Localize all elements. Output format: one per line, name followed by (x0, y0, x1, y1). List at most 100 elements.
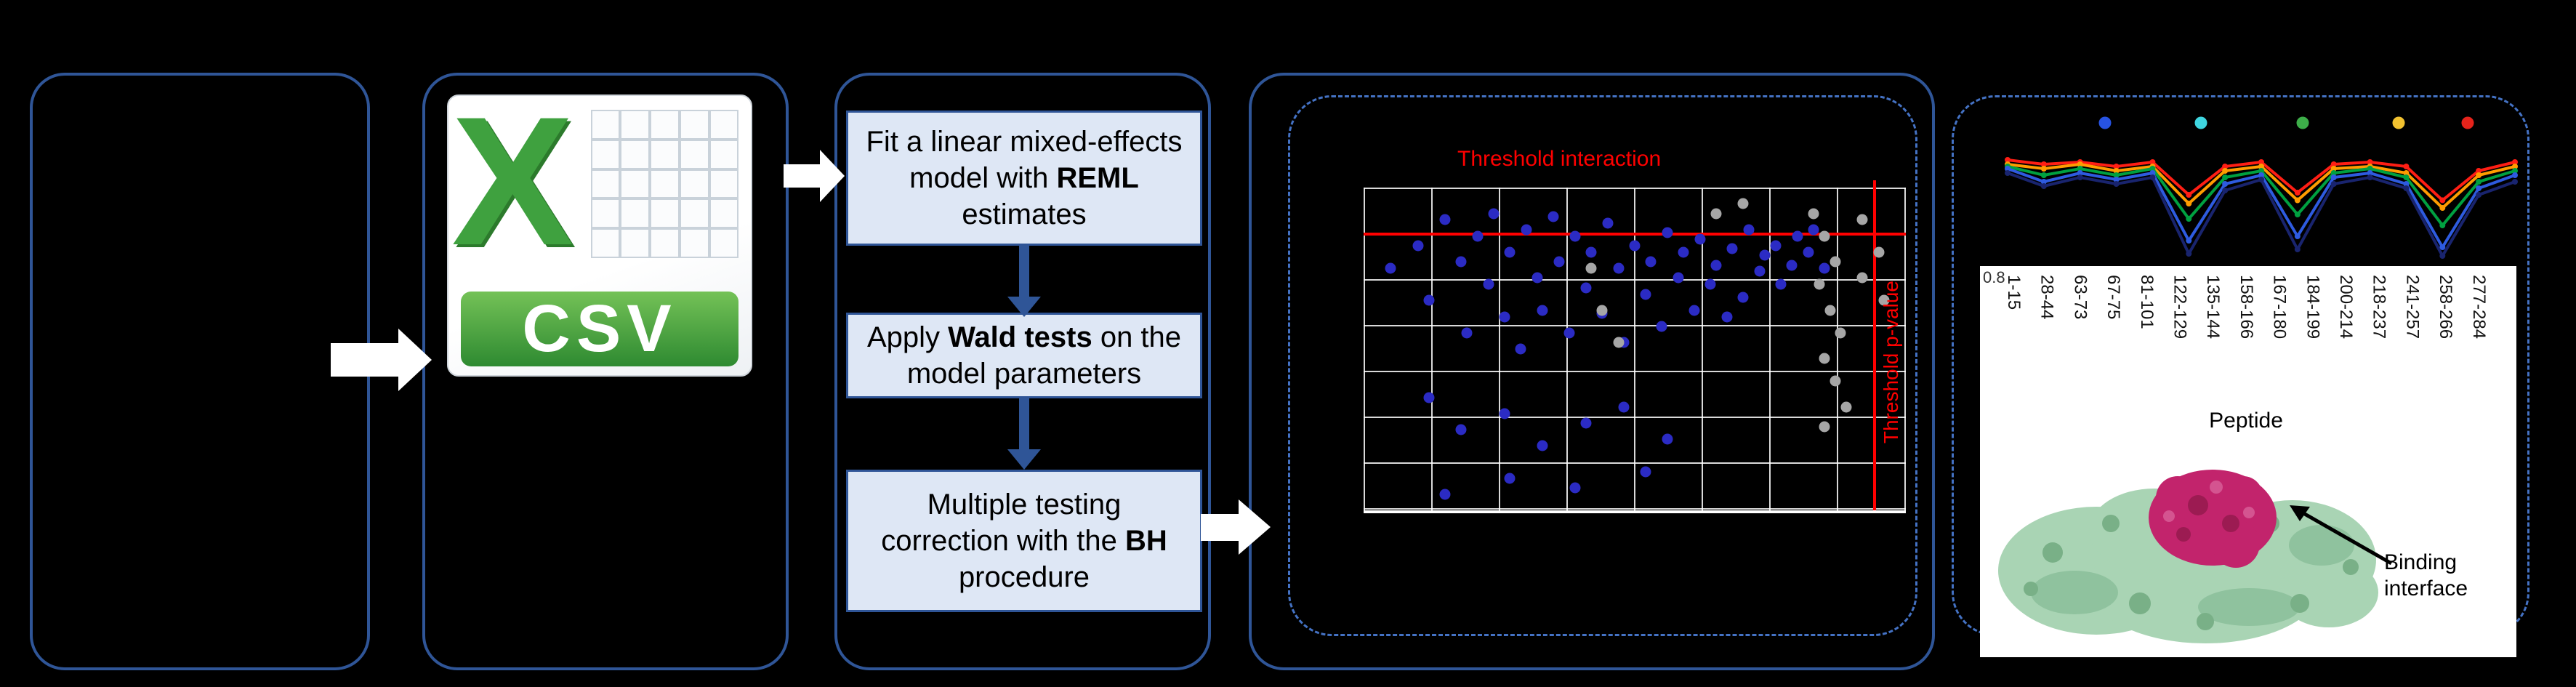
step-text: Fit a linear mixed-effects model with RE… (866, 126, 1183, 230)
series-point (2258, 159, 2264, 165)
significant-point (1412, 240, 1424, 252)
series-point (2077, 166, 2083, 172)
non-significant-point (1856, 272, 1868, 284)
non-significant-point (1835, 327, 1846, 339)
spreadsheet-grid (590, 110, 739, 258)
significant-point (1455, 424, 1467, 435)
y-axis-tick: 0.8 (1983, 268, 2005, 286)
significant-point (1569, 230, 1581, 242)
series-point (2476, 185, 2482, 191)
significant-point (1385, 262, 1396, 274)
series-point (2367, 166, 2373, 172)
grid-cell (650, 198, 680, 228)
pipeline-step-wald: Apply Wald tests on the model parameters (846, 313, 1202, 398)
series-point (2476, 192, 2482, 198)
condition-marker (2461, 116, 2474, 129)
step-text: Multiple testing correction with the BH … (881, 489, 1167, 593)
non-significant-point (1830, 256, 1841, 268)
series-point (2186, 216, 2192, 222)
series-point (2149, 159, 2156, 165)
significant-point (1694, 233, 1706, 245)
pipeline-step-bh: Multiple testing correction with the BH … (846, 470, 1202, 612)
series-point (2439, 205, 2446, 211)
protein-structure-image (1998, 470, 2378, 643)
significant-point (1585, 246, 1597, 258)
peptide-axis-label: Peptide (2209, 409, 2283, 433)
non-significant-point (1613, 337, 1625, 348)
series-point (2330, 181, 2337, 187)
grid-cell (709, 110, 739, 140)
peptide-tick: 28-44 (2037, 275, 2057, 320)
series-point (2258, 172, 2264, 178)
threshold-interaction-label: Threshold interaction (1457, 147, 1662, 171)
significant-point (1721, 311, 1733, 323)
significant-point (1662, 433, 1673, 445)
significant-point (1673, 272, 1684, 284)
series-point (2330, 170, 2337, 176)
series-point (2040, 166, 2047, 172)
significant-point (1754, 265, 1766, 277)
grid-cell (590, 198, 621, 228)
peptide-tick-labels: 1-15 28-44 63-73 67-75 81-101 122-129 135-144 1… (2004, 275, 2489, 404)
volcano-plot (1364, 180, 1906, 513)
significant-point (1618, 401, 1630, 413)
significant-point (1472, 230, 1484, 242)
series-point (2077, 170, 2083, 176)
non-significant-point (1710, 208, 1722, 220)
series-point (2040, 179, 2047, 185)
threshold-interaction-line (1364, 233, 1906, 236)
series-point (2222, 181, 2229, 187)
series-point (2113, 181, 2120, 187)
grid-cell (679, 139, 709, 169)
significant-point (1808, 224, 1819, 236)
peptide-tick: 1-15 (2004, 275, 2024, 310)
significant-point (1759, 249, 1771, 261)
series-point (2149, 166, 2156, 172)
series-point (2294, 197, 2301, 204)
grid-cell (679, 198, 709, 228)
series-point (2294, 190, 2301, 196)
condition-marker (2296, 116, 2309, 129)
series-point (2005, 166, 2011, 172)
series-point (2005, 170, 2011, 176)
grid-cell (650, 228, 680, 258)
significant-point (1499, 408, 1510, 419)
peptide-tick: 184-199 (2303, 275, 2323, 340)
non-significant-point (1819, 230, 1830, 242)
significant-point (1710, 260, 1722, 271)
significant-point (1439, 214, 1451, 225)
grid-cell (590, 228, 621, 258)
significant-point (1613, 262, 1625, 274)
binding-interface-arrow (2290, 505, 2393, 566)
series-point (2149, 174, 2156, 180)
grid-cell (650, 110, 680, 140)
series-point (2258, 164, 2264, 169)
condition-marker (2392, 116, 2405, 129)
series-point (2403, 174, 2410, 180)
grid-cell (709, 228, 739, 258)
pipeline-step-reml: Fit a linear mixed-effects model with RE… (846, 111, 1202, 246)
step-text: Apply Wald tests on the model parameters (866, 321, 1182, 390)
excel-x-logo: X (451, 79, 574, 284)
series-point (2403, 164, 2410, 169)
grid-cell (679, 169, 709, 199)
significant-point (1563, 327, 1575, 339)
significant-point (1656, 321, 1667, 332)
series-point (2077, 161, 2083, 167)
series-point (2186, 238, 2192, 244)
series-point (2367, 174, 2373, 180)
series-point (2149, 170, 2156, 176)
significant-point (1678, 246, 1689, 258)
peptide-tick: 63-73 (2070, 275, 2090, 320)
threshold-pvalue-label: Threshold p-value (1880, 281, 1902, 444)
non-significant-point (1585, 262, 1597, 274)
condition-marker (2098, 116, 2112, 129)
peptide-tick: 167-180 (2269, 275, 2290, 340)
significant-point (1640, 289, 1651, 300)
csv-page-shape: X CSV (447, 79, 752, 377)
peptide-tick: 200-214 (2336, 275, 2356, 340)
non-significant-point (1824, 305, 1836, 316)
series-point (2040, 161, 2047, 167)
significant-point (1531, 272, 1543, 284)
